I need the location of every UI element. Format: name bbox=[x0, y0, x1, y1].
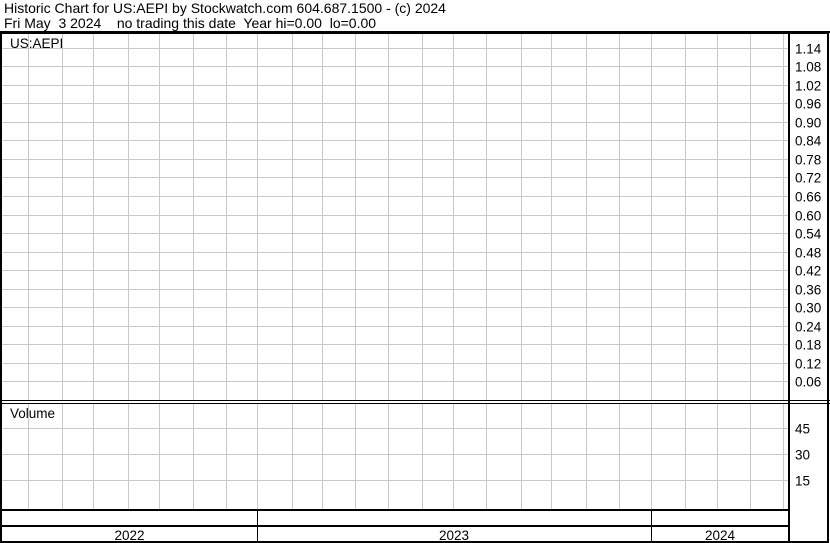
year-labels: 2022 2023 2024 bbox=[114, 528, 735, 543]
price-tick-label: 0.78 bbox=[795, 153, 821, 168]
price-tick-label: 0.18 bbox=[795, 338, 821, 353]
price-tick-label: 0.72 bbox=[795, 171, 821, 186]
grid-lines bbox=[2, 33, 789, 509]
price-tick-label: 0.54 bbox=[795, 227, 822, 242]
year-label: 2024 bbox=[705, 528, 736, 543]
volume-tick-label: 15 bbox=[795, 474, 810, 489]
tick-labels: 1.14 1.08 1.02 0.96 0.90 0.84 0.78 0.72 0.66 0.60… bbox=[795, 42, 822, 489]
price-tick-label: 0.06 bbox=[795, 375, 821, 390]
price-tick-label: 0.60 bbox=[795, 209, 821, 224]
price-tick-label: 0.12 bbox=[795, 357, 821, 372]
volume-tick-label: 45 bbox=[795, 422, 810, 437]
price-tick-label: 0.96 bbox=[795, 97, 821, 112]
chart-frame bbox=[0, 31, 830, 543]
volume-tick-label: 30 bbox=[795, 448, 810, 463]
price-tick-label: 0.30 bbox=[795, 301, 821, 316]
price-pane-label: US:AEPI bbox=[10, 36, 63, 51]
year-label: 2023 bbox=[439, 528, 469, 543]
price-tick-label: 1.08 bbox=[795, 60, 821, 75]
year-label: 2022 bbox=[114, 528, 144, 543]
price-tick-label: 0.66 bbox=[795, 190, 821, 205]
volume-pane-label: Volume bbox=[10, 406, 55, 421]
price-tick-label: 0.36 bbox=[795, 283, 821, 298]
chart-title: Historic Chart for US:AEPI by Stockwatch… bbox=[4, 0, 446, 16]
chart-subtitle: Fri May 3 2024 no trading this date Year… bbox=[4, 15, 377, 31]
price-tick-label: 1.02 bbox=[795, 79, 821, 94]
price-tick-label: 0.24 bbox=[795, 320, 822, 335]
price-tick-label: 0.42 bbox=[795, 264, 821, 279]
price-tick-label: 1.14 bbox=[795, 42, 822, 57]
outer-frame bbox=[0, 32, 829, 543]
price-tick-label: 0.48 bbox=[795, 246, 821, 261]
price-tick-label: 0.84 bbox=[795, 134, 822, 149]
price-tick-label: 0.90 bbox=[795, 116, 821, 131]
